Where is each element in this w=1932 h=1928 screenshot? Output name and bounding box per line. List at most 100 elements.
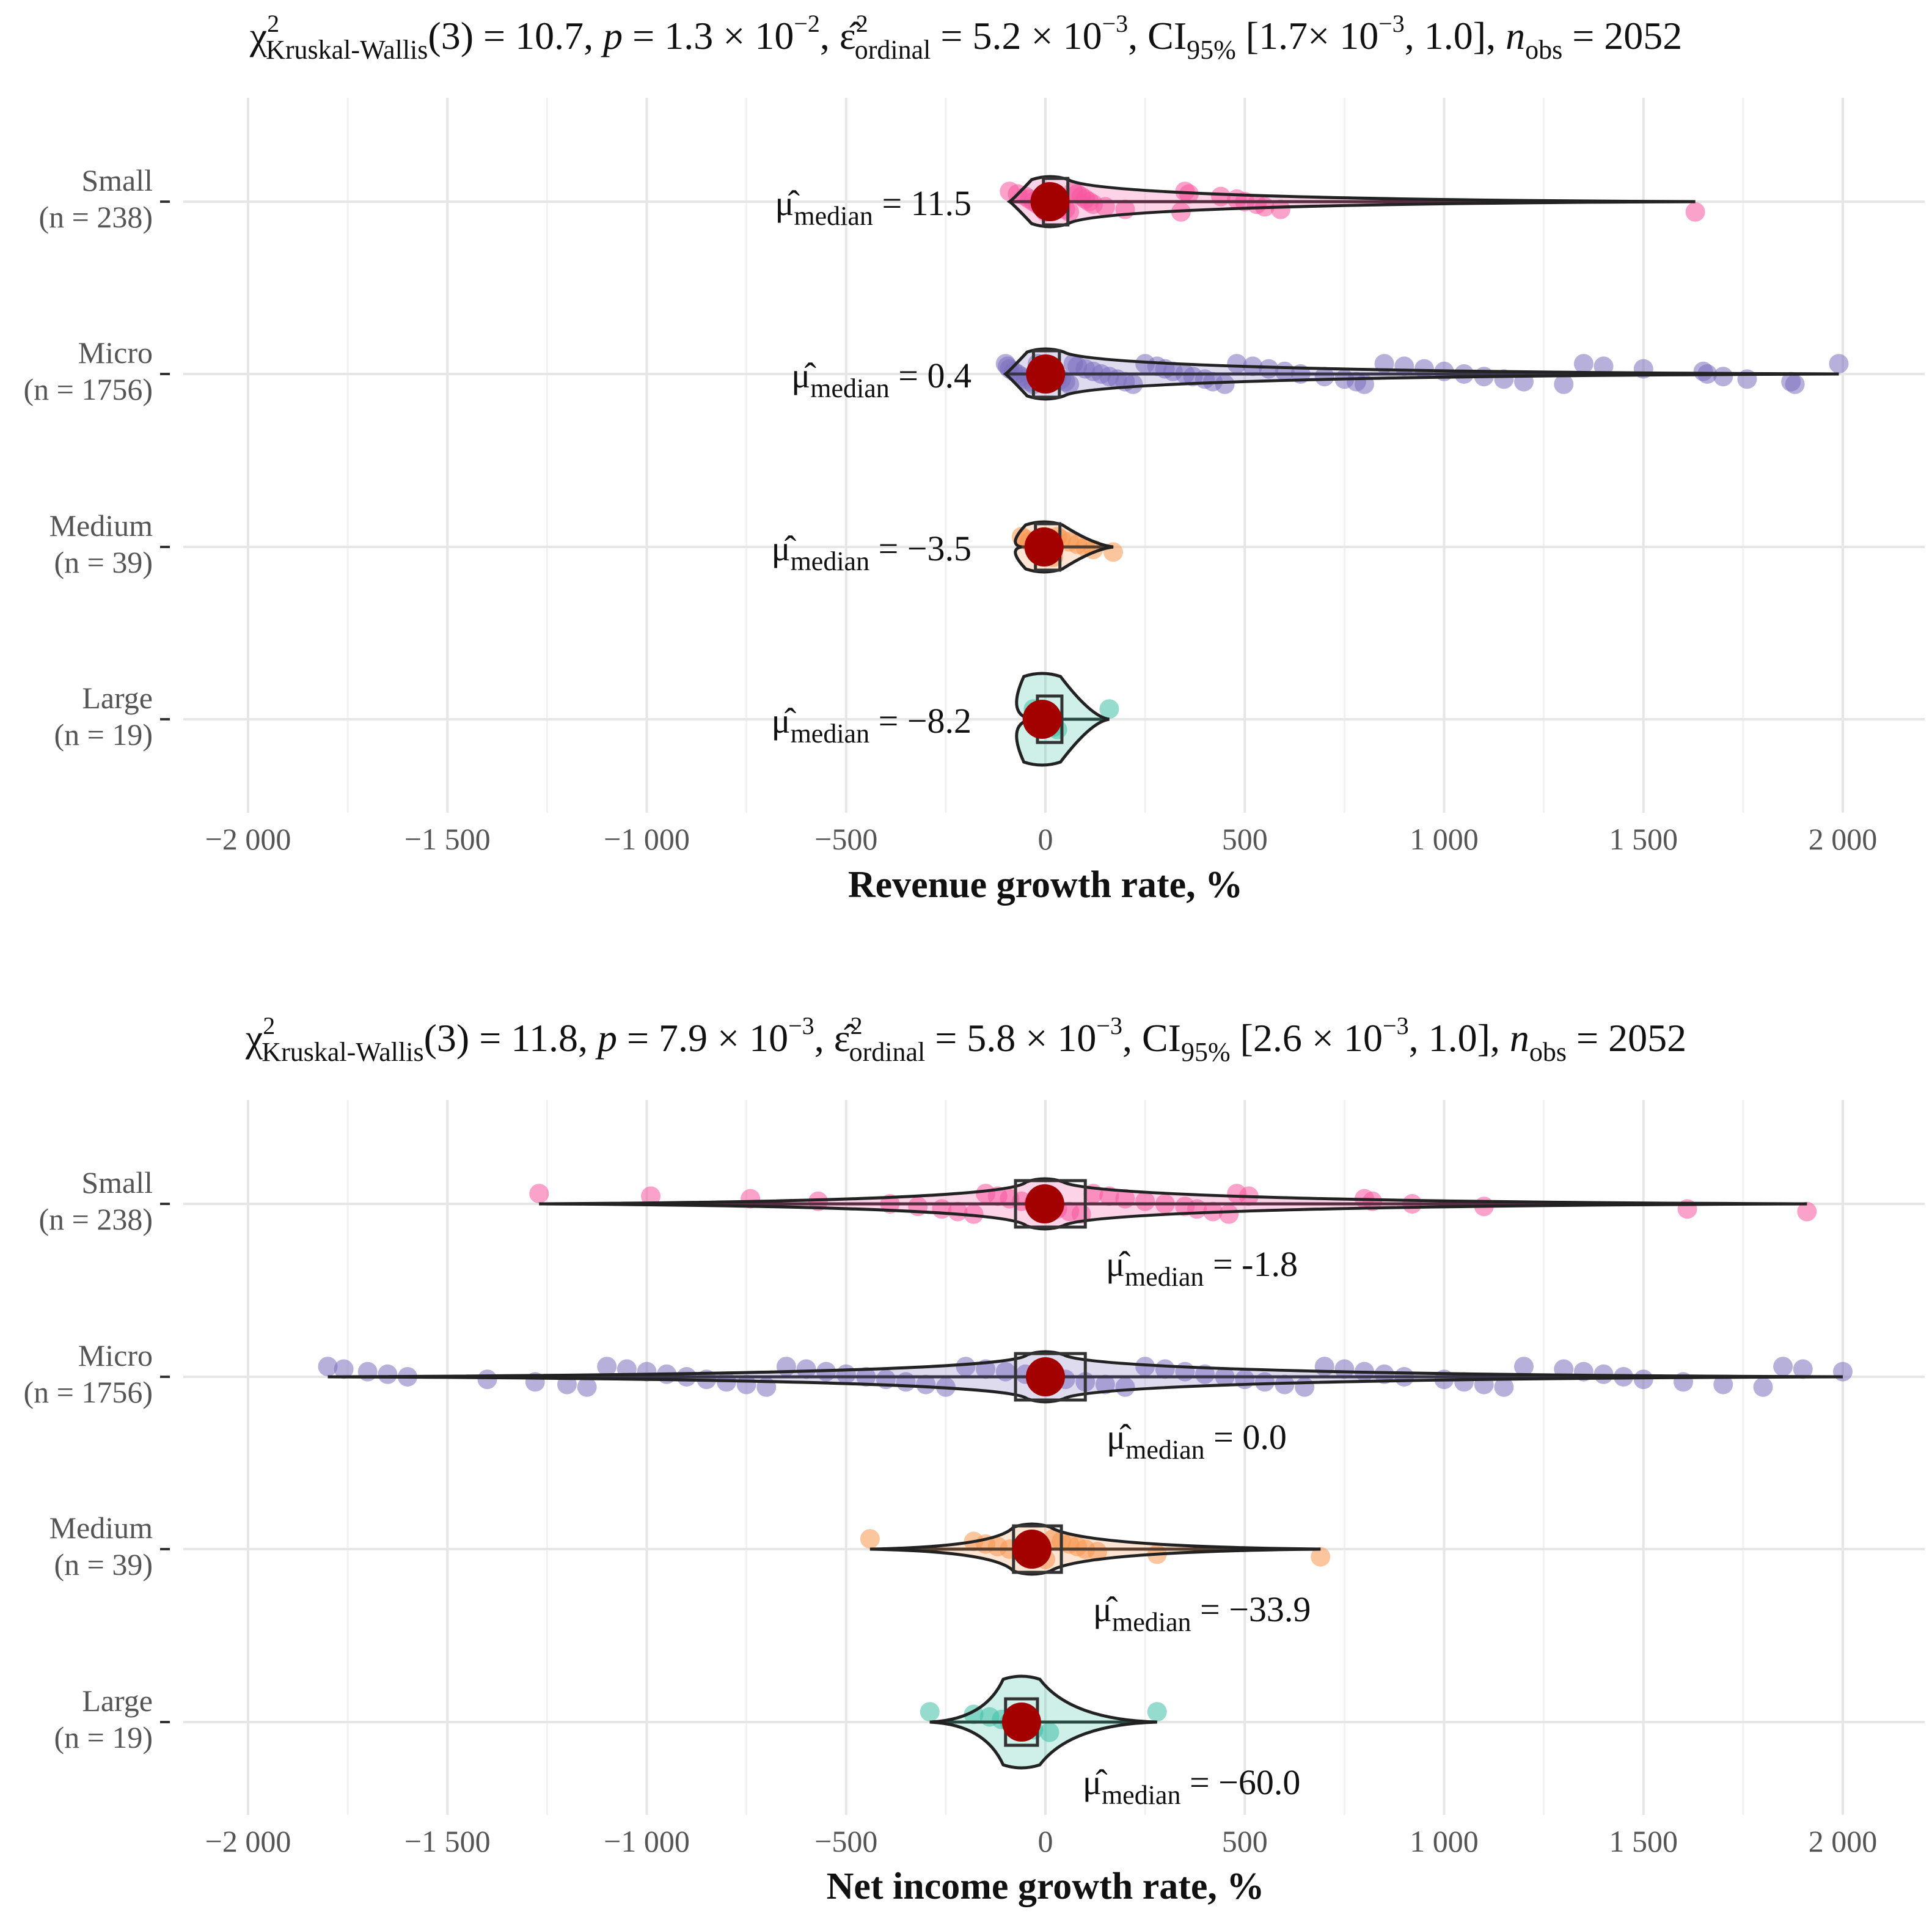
y-tick-label: Small <box>81 163 153 197</box>
data-point <box>597 1357 617 1377</box>
data-point <box>1270 199 1290 219</box>
x-tick-label: −2 000 <box>205 1824 291 1858</box>
data-point <box>860 1529 880 1549</box>
data-point <box>948 1201 968 1222</box>
data-point <box>1135 1357 1155 1377</box>
data-point <box>796 1359 816 1379</box>
y-tick-n: (n = 238) <box>39 1202 153 1236</box>
violin-shape <box>929 1674 1157 1770</box>
x-tick-label: 1 000 <box>1410 822 1479 856</box>
title-sep: , <box>820 14 840 57</box>
title-p-exp: −2 <box>794 10 820 37</box>
title-sep: , <box>814 1016 834 1060</box>
title-ci-low: [2.6 × 10 <box>1231 1016 1383 1060</box>
data-point <box>641 1186 661 1206</box>
chart-panel-2: χ2 Kruskal-Wallis(3) = 11.8, p = 7.9 × 10… <box>24 1012 1925 1907</box>
title-n: n <box>1506 14 1525 57</box>
title-effsize-exp: −3 <box>1102 10 1129 37</box>
median-value: = -1.8 <box>1204 1244 1298 1284</box>
title-p-symbol: p <box>595 1016 617 1060</box>
median-point <box>1026 354 1066 394</box>
title-eps-sq: 2 <box>856 10 868 37</box>
title-stat-label: Kruskal-Wallis <box>262 1037 423 1067</box>
data-point <box>1227 354 1247 374</box>
title-chi-sq: 2 <box>267 10 279 37</box>
median-value: = 0.4 <box>890 356 971 395</box>
title-effsize-exp: −3 <box>1096 1012 1122 1039</box>
group-medium: μ̂median = −33.9 <box>860 1522 1331 1637</box>
x-tick-label: −1 000 <box>604 822 690 856</box>
y-tick-n: (n = 39) <box>54 1547 153 1582</box>
group-small: μ̂median = -1.8 <box>529 1177 1817 1292</box>
y-tick-n: (n = 1756) <box>24 372 153 406</box>
title-ci: CI <box>1147 14 1187 57</box>
median-point <box>1012 1530 1052 1569</box>
x-tick-label: 2 000 <box>1809 822 1878 856</box>
data-point <box>964 1204 984 1224</box>
data-point <box>378 1364 398 1384</box>
title-chi: χ <box>249 14 268 57</box>
y-tick-n: (n = 19) <box>54 1720 153 1754</box>
group-medium: μ̂median = −3.5 <box>771 520 1123 576</box>
chart-title: χ2 Kruskal-Wallis(3) = 10.7, p = 1.3 × 10… <box>249 10 1683 65</box>
data-point <box>1095 1374 1115 1395</box>
title-effsize-label: ordinal <box>849 1037 926 1067</box>
x-tick-label: 500 <box>1222 822 1268 856</box>
title-ci: CI <box>1142 1016 1181 1060</box>
x-tick-label: 0 <box>1038 1824 1053 1858</box>
data-point <box>1374 1364 1394 1384</box>
median-value: = 11.5 <box>873 183 971 223</box>
median-value: = −8.2 <box>869 701 971 741</box>
title-effsize-value: = 5.2 × 10 <box>931 14 1102 57</box>
data-point <box>318 1357 338 1377</box>
data-point <box>1797 1201 1817 1222</box>
data-point <box>1219 1204 1239 1224</box>
data-point <box>1135 1191 1155 1211</box>
median-sub: median <box>791 546 870 576</box>
box-plot <box>1014 1179 1087 1229</box>
group-micro: μ̂median = 0.4 <box>791 347 1849 403</box>
x-axis-label: Net income growth rate, % <box>827 1866 1265 1907</box>
x-tick-label: −2 000 <box>205 822 291 856</box>
title-effsize-label: ordinal <box>855 35 931 65</box>
title-n-sub: obs <box>1525 35 1562 65</box>
violin-shape <box>869 1522 1321 1576</box>
data-point <box>1793 1359 1813 1379</box>
y-tick-n: (n = 1756) <box>24 1375 153 1409</box>
title-n-obs: = 2052 <box>1562 14 1682 57</box>
median-label: μ̂median = −60.0 <box>1083 1762 1301 1810</box>
median-sub: median <box>1125 1435 1205 1465</box>
x-tick-label: 1 000 <box>1410 1824 1479 1858</box>
data-point <box>1115 1377 1135 1397</box>
median-point <box>1025 1184 1064 1223</box>
data-point <box>1087 1542 1107 1562</box>
median-value: = −60.0 <box>1180 1762 1300 1802</box>
title-ci-label: 95% <box>1181 1037 1231 1067</box>
median-value: = −33.9 <box>1191 1589 1311 1629</box>
data-point <box>1833 1362 1853 1382</box>
data-point <box>1753 1377 1773 1397</box>
y-tick-label: Micro <box>78 335 153 370</box>
title-sep: , <box>1128 14 1147 57</box>
x-axis-label: Revenue growth rate, % <box>848 864 1243 906</box>
title-effsize-value: = 5.8 × 10 <box>925 1016 1096 1060</box>
data-point <box>477 1369 497 1390</box>
data-point <box>1713 1374 1733 1395</box>
median-label: μ̂median = -1.8 <box>1106 1244 1298 1292</box>
title-stat-label: Kruskal-Wallis <box>266 35 428 65</box>
median-label: μ̂median = 0.4 <box>791 356 971 403</box>
data-point <box>1314 367 1334 387</box>
x-tick-label: −1 000 <box>604 1824 690 1858</box>
median-label: μ̂median = 11.5 <box>775 183 971 231</box>
data-point <box>1155 1359 1175 1379</box>
group-large: μ̂median = −60.0 <box>920 1674 1301 1810</box>
chart-title: χ2 Kruskal-Wallis(3) = 11.8, p = 7.9 × 10… <box>245 1012 1686 1067</box>
median-sub: median <box>1125 1262 1204 1292</box>
data-point <box>1147 1702 1167 1722</box>
group-small: μ̂median = 11.5 <box>775 175 1705 231</box>
median-label: μ̂median = 0.0 <box>1107 1417 1287 1465</box>
data-point <box>956 1357 976 1377</box>
title-n: n <box>1510 1016 1529 1060</box>
title-ci-high: , 1.0], <box>1405 14 1506 57</box>
